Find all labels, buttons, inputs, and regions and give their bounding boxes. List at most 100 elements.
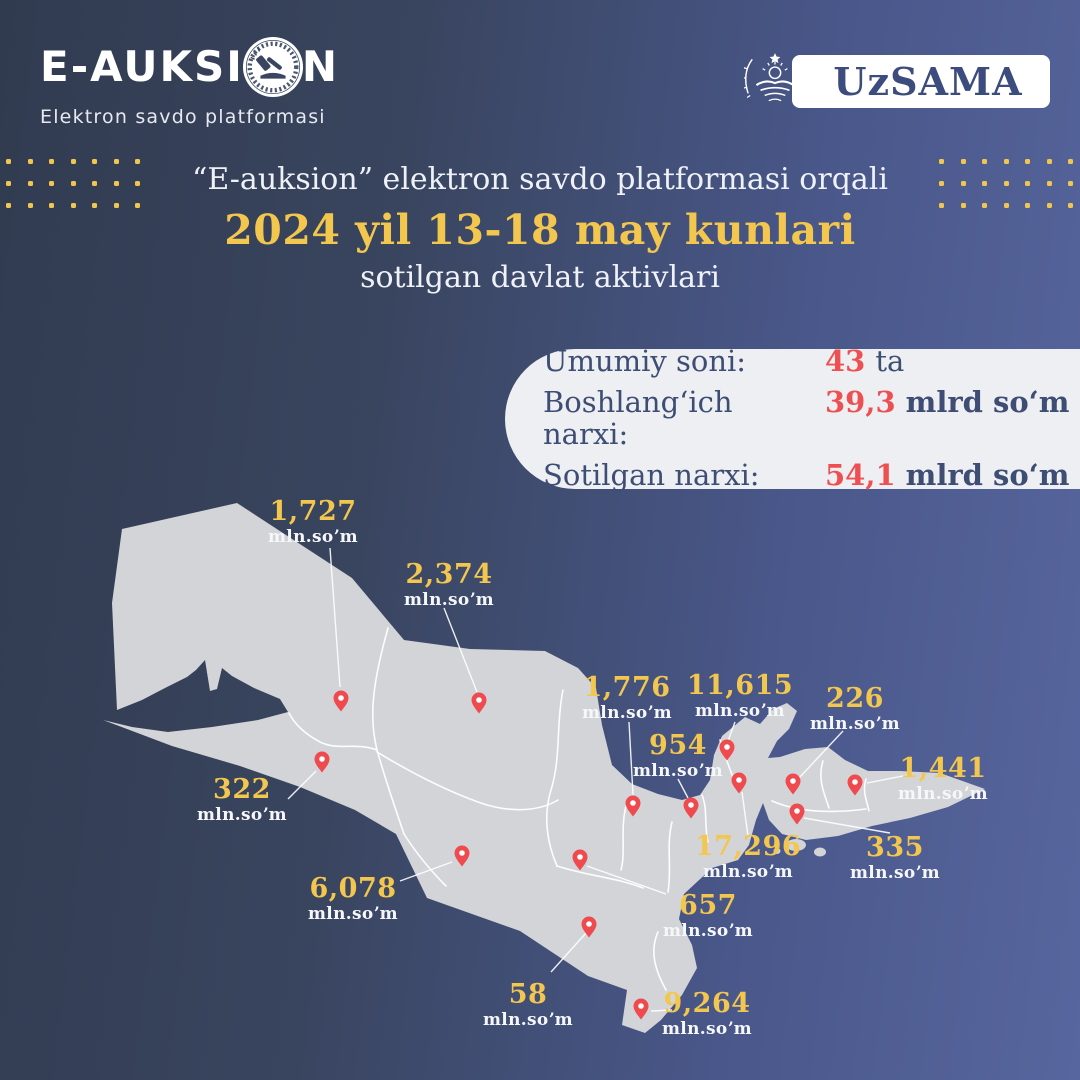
decor-dot [113, 203, 119, 208]
decor-dot [113, 159, 119, 164]
decor-dot [6, 181, 11, 186]
stat-label: Umumiy soni: [543, 344, 747, 379]
uzbekistan-map-shape [103, 503, 985, 1033]
location-pin-icon [847, 774, 863, 796]
decor-dot [1003, 181, 1009, 186]
location-pin-icon [454, 845, 470, 867]
e-auksion-logo: E-AUKSI N Elektron savdo platformasi [40, 36, 339, 128]
map-value-number: 6,078 [309, 873, 397, 904]
stat-value: 39,3 [825, 385, 896, 420]
location-pin-icon [633, 998, 649, 1020]
map-value-number: 335 [866, 832, 924, 863]
decor-dot [92, 181, 97, 186]
decor-dot [1068, 159, 1073, 164]
leader-line [628, 721, 634, 796]
decor-dot [1046, 181, 1052, 186]
decor-dot [982, 159, 987, 164]
leader-line [287, 770, 317, 800]
logo-text-left: E-AUKSI [40, 42, 244, 91]
decor-dot [1068, 181, 1073, 186]
map-exclave-island [814, 847, 826, 857]
leader-line [803, 817, 891, 834]
map-value-label: 657 mln.soʼm [663, 892, 753, 940]
e-auksion-logo-row: E-AUKSI N [40, 36, 339, 98]
map-marker-layer [287, 547, 909, 1020]
leader-line [399, 861, 453, 882]
decor-dot [27, 159, 33, 164]
decor-dot [6, 159, 11, 164]
stat-row-total: Umumiy soni: 43 ta [543, 344, 1080, 379]
map-exclave-island [786, 839, 806, 851]
decor-dot [70, 159, 76, 164]
map-value-unit: mln.soʼm [703, 862, 793, 882]
leader-line [677, 778, 689, 799]
decor-dot [49, 203, 54, 208]
decor-dot [49, 181, 54, 186]
leader-line [866, 774, 909, 784]
map-value-label: 322 mln.soʼm [197, 776, 287, 824]
decor-dot [135, 181, 140, 186]
decor-dot [1025, 181, 1030, 186]
map-value-number: 1,441 [899, 753, 987, 784]
map-value-number: 322 [213, 774, 271, 805]
map-value-unit: mln.soʼm [695, 701, 785, 721]
decor-dot [135, 203, 140, 208]
decor-dot [982, 181, 987, 186]
map-exclave-island [773, 848, 781, 854]
leader-line [798, 730, 844, 779]
decor-dot [1003, 203, 1009, 208]
decor-dot [6, 203, 11, 208]
map-value-label: 2,374 mln.soʼm [404, 561, 494, 609]
map-value-label: 9,264 mln.soʼm [662, 990, 752, 1038]
map-value-number: 11,615 [686, 670, 794, 701]
map-value-label: 17,296 mln.soʼm [695, 833, 801, 881]
decor-dot [92, 159, 97, 164]
title-line2-dates: 2024 yil 13-18 may kunlari [224, 205, 856, 254]
decor-dot [70, 181, 76, 186]
map-value-label: 335 mln.soʼm [850, 834, 940, 882]
decor-dot [1068, 203, 1073, 208]
decor-dot [960, 181, 966, 186]
map-value-number: 657 [679, 890, 737, 921]
leader-line [650, 1009, 673, 1012]
location-pin-icon [314, 751, 330, 773]
decor-dot [135, 159, 140, 164]
location-pin-icon [683, 797, 699, 819]
leader-line [443, 607, 478, 693]
map-value-unit: mln.soʼm [197, 805, 287, 825]
decor-dot [939, 181, 944, 186]
leader-line [329, 547, 341, 688]
decor-dot [960, 159, 966, 164]
decor-dot [1025, 159, 1030, 164]
map-value-unit: mln.soʼm [662, 1019, 752, 1039]
map-value-label: 1,776 mln.soʼm [582, 674, 672, 722]
decor-dot [982, 203, 987, 208]
decor-dot [939, 203, 944, 208]
map-value-number: 226 [826, 683, 884, 714]
location-pin-icon [785, 773, 801, 795]
map-value-label: 1,441 mln.soʼm [898, 755, 988, 803]
map-value-label: 954 mln.soʼm [633, 732, 723, 780]
decor-dot [960, 203, 966, 208]
map-value-label: 6,078 mln.soʼm [308, 875, 398, 923]
decor-dot [27, 203, 33, 208]
location-pin-icon [719, 739, 735, 761]
leader-line [586, 865, 667, 895]
map-value-number: 954 [649, 730, 707, 761]
map-value-number: 17,296 [694, 831, 802, 862]
map-value-label: 11,615 mln.soʼm [687, 672, 793, 720]
stat-unit: ta [875, 344, 905, 379]
gavel-icon [242, 36, 303, 98]
location-pin-icon [731, 772, 747, 794]
map-region-borders [288, 627, 870, 991]
location-pin-icon [625, 795, 641, 817]
decor-dot [27, 181, 33, 186]
decor-dot [1046, 159, 1052, 164]
map-value-number: 9,264 [663, 988, 751, 1019]
stat-label: Sotilgan narxi: [543, 457, 760, 492]
decor-dot [1025, 203, 1030, 208]
map-value-unit: mln.soʼm [663, 921, 753, 941]
summary-stats-box: Umumiy soni: 43 ta Boshlangʻich narxi: 3… [505, 344, 1080, 492]
